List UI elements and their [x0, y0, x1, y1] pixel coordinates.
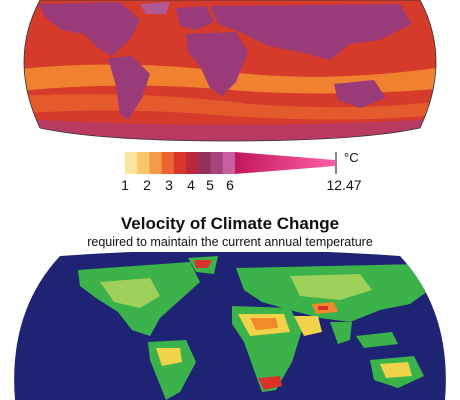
tick-label: 3: [165, 177, 173, 193]
asia: [210, 4, 412, 60]
velocity-map: [14, 252, 446, 400]
land-yellow-patch: [156, 348, 182, 366]
antarctic-band: [24, 118, 436, 141]
color-scale-swatch: [125, 152, 138, 174]
greenland-hotspot: [194, 260, 212, 268]
unit-label: °C: [344, 150, 359, 165]
africa: [186, 32, 248, 96]
color-scale-swatch: [173, 152, 187, 174]
tick-label: 1: [121, 177, 129, 193]
color-scale-swatch: [186, 152, 199, 174]
australia: [334, 80, 386, 108]
land-red-patch: [258, 376, 282, 390]
color-scale-swatch: [210, 152, 224, 174]
land-red-patch: [318, 306, 328, 310]
panel-subtitle: required to maintain the current annual …: [87, 235, 373, 249]
land-light-patch: [100, 278, 160, 308]
australia-interior: [380, 362, 412, 378]
india: [330, 322, 352, 344]
south-america: [108, 56, 150, 120]
color-scale-swatch: [161, 152, 175, 174]
land-light-patch: [290, 274, 372, 300]
color-scale-swatch: [198, 152, 212, 174]
tick-label: 6: [226, 177, 234, 193]
tick-label: 2: [143, 177, 151, 193]
arabia: [294, 316, 322, 336]
tick-label: 5: [206, 177, 214, 193]
warming-map: [23, 0, 437, 142]
color-scale-bar: [125, 152, 337, 174]
southeast-asia: [356, 332, 398, 348]
tick-label: 4: [187, 177, 195, 193]
north-america: [38, 2, 140, 56]
color-scale-swatch: [222, 152, 236, 174]
sahara-orange: [250, 318, 278, 330]
color-scale-swatch: [137, 152, 150, 174]
color-scale-swatch: [149, 152, 163, 174]
panel-title: Velocity of Climate Change: [120, 214, 340, 233]
color-scale-legend: °C 1 2 3 4 5 6 12.47: [0, 148, 460, 196]
europe: [176, 6, 214, 30]
color-scale-tail: [235, 152, 335, 174]
greenland: [140, 2, 170, 14]
max-value-label: 12.47: [326, 177, 362, 193]
